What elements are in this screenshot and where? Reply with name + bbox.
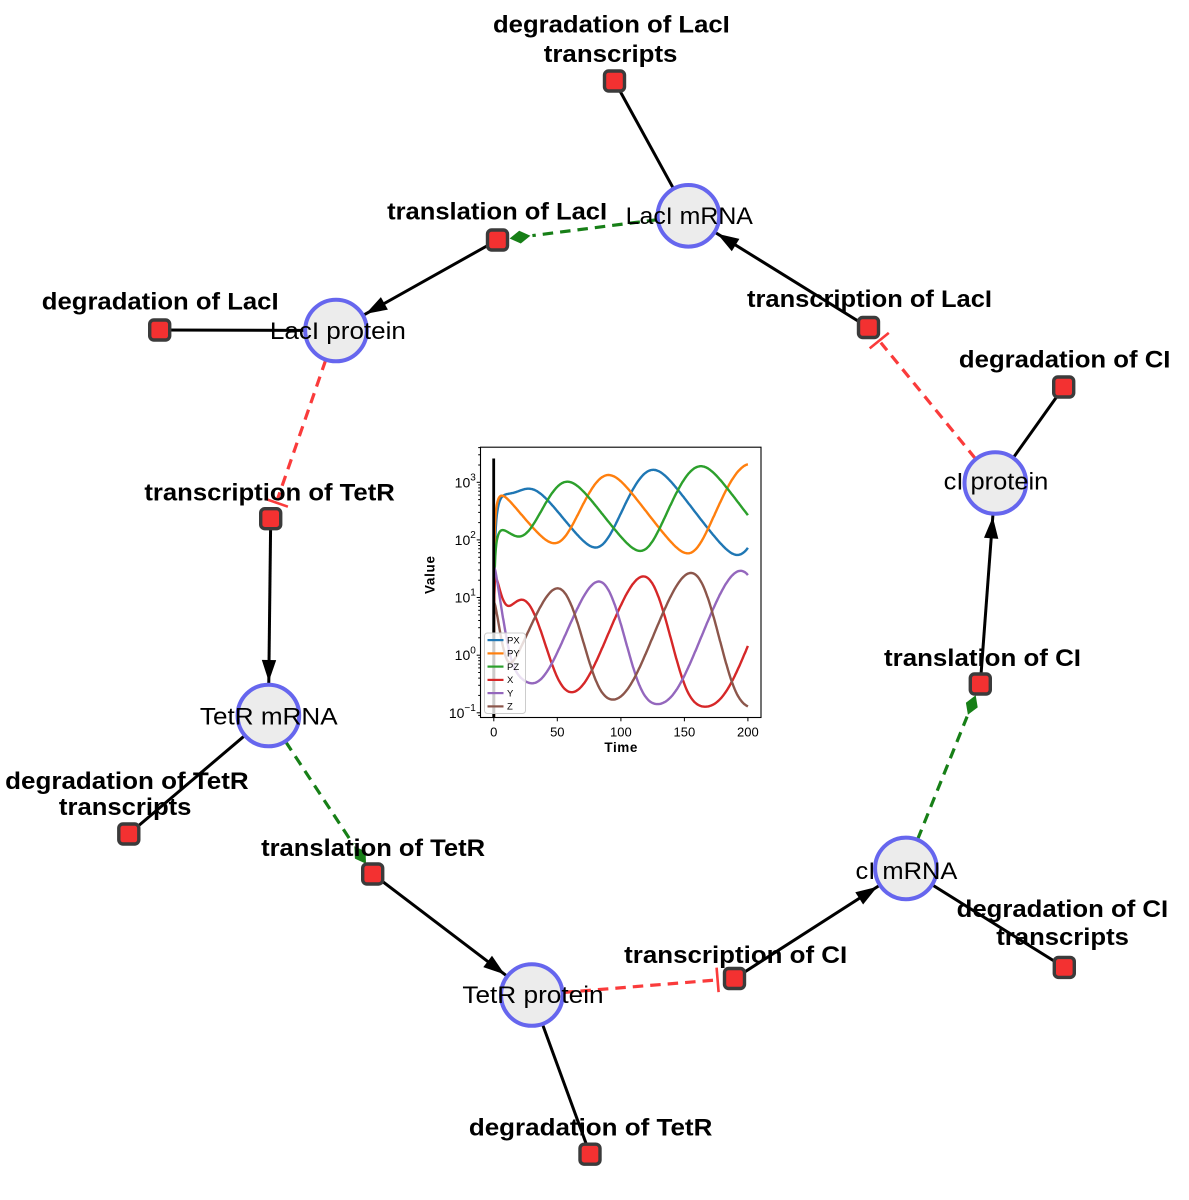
svg-text:200: 200 [737,725,759,740]
svg-text:degradation of TetR: degradation of TetR [5,768,249,795]
svg-text:transcripts: transcripts [996,924,1129,951]
svg-text:translation of TetR: translation of TetR [261,835,485,862]
svg-text:100: 100 [610,725,632,740]
svg-text:PZ: PZ [507,662,519,673]
svg-text:transcripts: transcripts [544,41,678,68]
svg-text:LacI protein: LacI protein [270,318,406,345]
svg-text:TetR protein: TetR protein [462,982,603,1009]
svg-text:150: 150 [674,725,696,740]
svg-text:transcription of CI: transcription of CI [624,942,847,969]
svg-text:103: 103 [455,473,477,491]
svg-text:transcription of LacI: transcription of LacI [747,286,992,313]
svg-text:degradation of CI: degradation of CI [959,347,1171,374]
svg-text:cI protein: cI protein [944,469,1049,496]
svg-text:Value: Value [423,556,438,594]
svg-text:Time: Time [604,740,637,755]
svg-text:0: 0 [490,725,497,740]
svg-text:101: 101 [455,588,477,606]
svg-text:PY: PY [507,649,520,660]
svg-text:102: 102 [455,530,477,548]
svg-text:transcripts: transcripts [59,794,192,821]
svg-text:degradation of LacI: degradation of LacI [493,12,730,39]
svg-text:100: 100 [455,645,477,663]
svg-text:TetR mRNA: TetR mRNA [200,703,338,730]
svg-text:transcription of TetR: transcription of TetR [144,479,394,506]
svg-text:cI mRNA: cI mRNA [856,858,958,885]
svg-text:PX: PX [507,635,520,646]
svg-text:Y: Y [507,688,514,699]
svg-text:10−1: 10−1 [449,703,476,721]
svg-text:LacI mRNA: LacI mRNA [626,203,753,230]
svg-text:translation of CI: translation of CI [884,645,1081,672]
svg-text:degradation of TetR: degradation of TetR [469,1115,713,1142]
svg-text:degradation of CI: degradation of CI [957,896,1169,923]
svg-text:Z: Z [507,702,513,713]
svg-text:translation of LacI: translation of LacI [387,199,607,226]
svg-text:50: 50 [550,725,564,740]
svg-text:degradation of LacI: degradation of LacI [42,289,279,316]
svg-text:X: X [507,675,514,686]
